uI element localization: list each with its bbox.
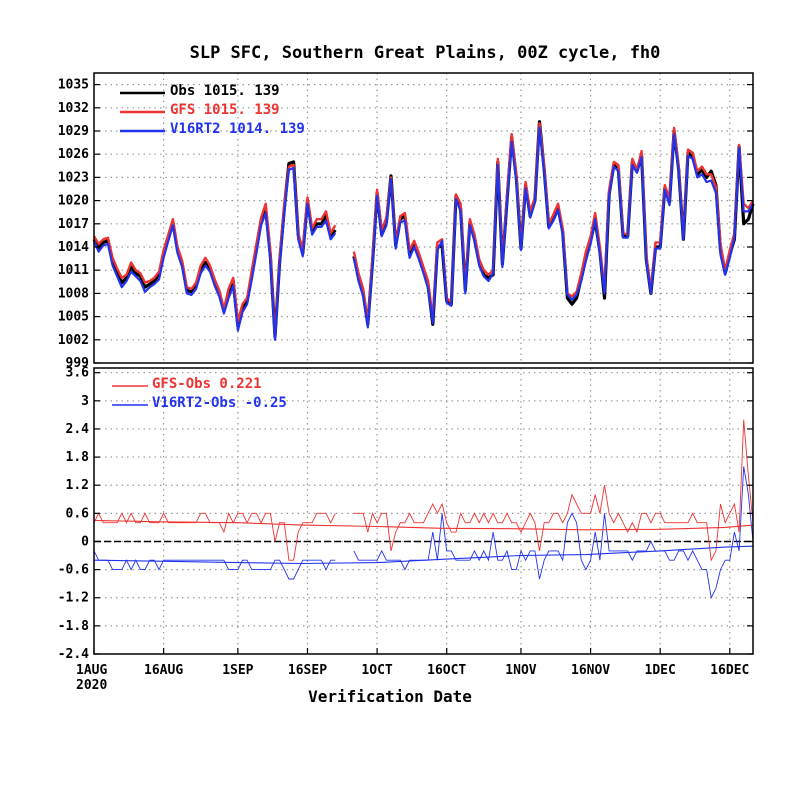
top-series-line-v16: [92, 167, 337, 341]
x-tick-label: 1NOV: [505, 663, 536, 678]
bottom-y-tick-label: 1.2: [66, 478, 89, 493]
top-y-tick-label: 1023: [58, 170, 89, 185]
top-y-tick-label: 1002: [58, 333, 89, 348]
x-tick-label: 16OCT: [427, 663, 466, 678]
x-tick-label: 16AUG: [144, 663, 183, 678]
bottom-panel: -2.4 -1.8 -1.2 -0.6 0 0.6 1.2 1.8 2.4 3 3.6 GFS-Ob…: [58, 366, 754, 662]
bottom-y-tick-label: -1.2: [58, 591, 89, 606]
top-y-tick-label: 1017: [58, 217, 89, 232]
bottom-legend-label-gfs: GFS-Obs 0.221: [152, 376, 262, 392]
bottom-y-tick-label: 2.4: [66, 422, 90, 437]
top-y-tick-label: 1011: [58, 263, 89, 278]
bias-series-line-gfs: [353, 419, 754, 562]
top-series-line-v16: [352, 126, 754, 329]
running-mean-line-gfs: [93, 519, 754, 531]
bottom-y-tick-label: -2.4: [58, 647, 89, 662]
x-axis-label: Verification Date: [308, 687, 472, 706]
bias-series-line-v16: [93, 550, 336, 580]
x-tick-label: 1AUG: [76, 663, 107, 678]
bottom-legend: GFS-Obs 0.221 V16RT2-Obs -0.25: [112, 376, 287, 411]
top-y-tick-label: 1020: [58, 194, 89, 209]
x-tick-label: 1OCT: [361, 663, 392, 678]
top-series-group: [92, 120, 755, 341]
top-y-tick-label: 1032: [58, 101, 89, 116]
top-y-tick-label: 1008: [58, 286, 89, 301]
top-y-tick-label: 1035: [58, 78, 89, 93]
top-y-tick-label: 999: [66, 356, 89, 371]
running-mean-line-v16: [93, 545, 754, 565]
bottom-y-tick-label: 0.6: [66, 506, 90, 521]
top-y-tick-label: 1029: [58, 124, 89, 139]
top-legend-label-gfs: GFS 1015. 139: [170, 102, 280, 118]
top-panel: 999 1002 1005 1008 1011 1014 1017 1020 1023 1026 1…: [58, 72, 755, 371]
bottom-legend-label-v16: V16RT2-Obs -0.25: [152, 395, 287, 411]
top-legend: Obs 1015. 139 GFS 1015. 139 V16RT2 1014. 1…: [120, 83, 305, 137]
bottom-series-group: [93, 419, 754, 600]
bottom-grid: [94, 368, 753, 654]
bottom-y-tick-label: 1.8: [66, 450, 90, 465]
x-tick-label: 16DEC: [710, 663, 749, 678]
x-tick-label: 1DEC: [645, 663, 676, 678]
top-legend-label-obs: Obs 1015. 139: [170, 83, 280, 99]
top-y-tick-label: 1005: [58, 310, 89, 325]
bottom-panel-frame: [93, 367, 754, 655]
top-y-tick-label: 1014: [58, 240, 89, 255]
top-panel-frame: [93, 72, 754, 364]
bottom-y-tick-label: -0.6: [58, 563, 89, 578]
bottom-y-tick-label: 3: [81, 394, 89, 409]
bottom-y-ticks: -2.4 -1.8 -1.2 -0.6 0 0.6 1.2 1.8 2.4 3 3.6: [58, 366, 753, 662]
x-tick-label: 1SEP: [222, 663, 253, 678]
bottom-y-tick-label: -1.8: [58, 619, 89, 634]
x-tick-label: 16NOV: [571, 663, 610, 678]
top-y-tick-label: 1026: [58, 147, 89, 162]
chart-title: SLP SFC, Southern Great Plains, 00Z cycl…: [190, 43, 661, 63]
x-tick-year-label: 2020: [76, 678, 107, 693]
top-y-ticks: 999 1002 1005 1008 1011 1014 1017 1020 1023 1026 1…: [58, 78, 753, 371]
x-tick-label: 16SEP: [288, 663, 327, 678]
bottom-y-tick-label: 3.6: [66, 366, 90, 381]
top-legend-label-v16: V16RT2 1014. 139: [170, 121, 305, 137]
bottom-y-tick-label: 0: [81, 534, 89, 549]
